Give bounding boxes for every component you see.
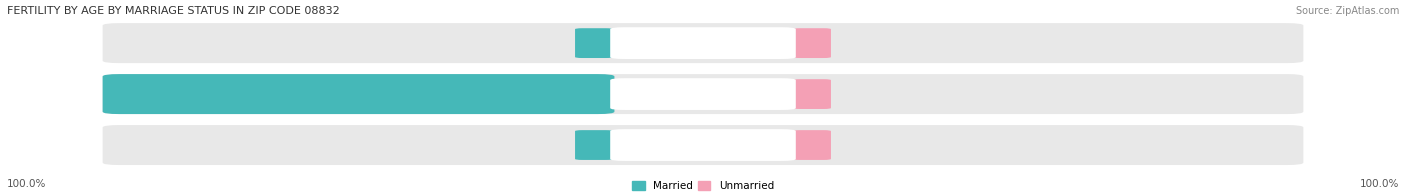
Text: 0.0%: 0.0%: [846, 38, 873, 48]
Text: 0.0%: 0.0%: [533, 140, 560, 150]
Text: 0.0%: 0.0%: [533, 38, 560, 48]
Text: 15 to 19 years: 15 to 19 years: [665, 38, 741, 48]
Text: 35 to 50 years: 35 to 50 years: [665, 140, 741, 150]
Legend: Married, Unmarried: Married, Unmarried: [633, 181, 773, 191]
Text: 100.0%: 100.0%: [1360, 179, 1399, 189]
Text: 0.0%: 0.0%: [846, 89, 873, 99]
Text: 0.0%: 0.0%: [846, 140, 873, 150]
Text: 100.0%: 100.0%: [7, 179, 46, 189]
Text: Source: ZipAtlas.com: Source: ZipAtlas.com: [1295, 6, 1399, 16]
Text: 100.0%: 100.0%: [520, 89, 560, 99]
Text: FERTILITY BY AGE BY MARRIAGE STATUS IN ZIP CODE 08832: FERTILITY BY AGE BY MARRIAGE STATUS IN Z…: [7, 6, 340, 16]
Text: 20 to 34 years: 20 to 34 years: [665, 89, 741, 99]
